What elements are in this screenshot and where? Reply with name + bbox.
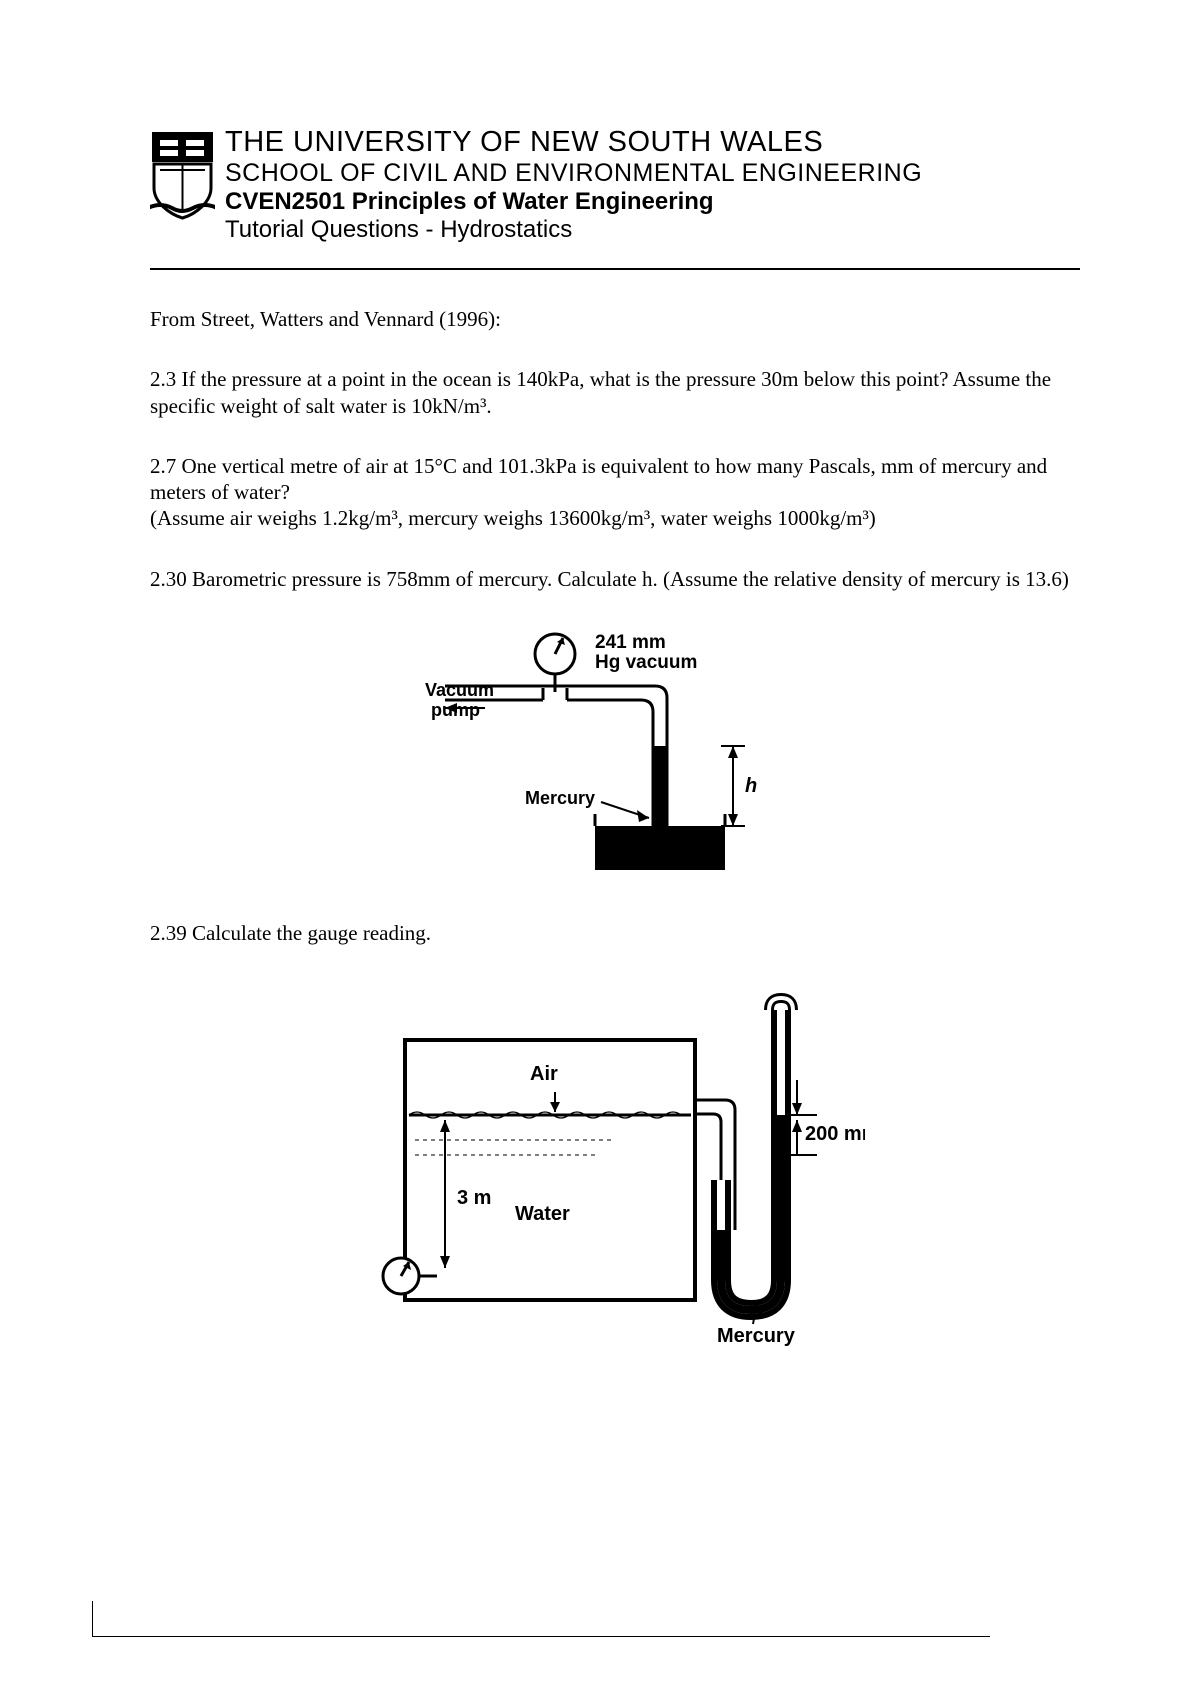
question-2-7-line2: (Assume air weighs 1.2kg/m³, mercury wei… <box>150 506 876 530</box>
title-stack: THE UNIVERSITY OF NEW SOUTH WALES SCHOOL… <box>225 126 922 244</box>
header-divider <box>150 268 1080 270</box>
university-title: THE UNIVERSITY OF NEW SOUTH WALES <box>225 126 922 159</box>
university-logo-icon <box>150 130 215 220</box>
question-2-3: 2.3 If the pressure at a point in the oc… <box>150 366 1080 419</box>
course-title: CVEN2501 Principles of Water Engineering <box>225 188 922 216</box>
fig230-pump1: Vacuum <box>425 680 494 700</box>
tutorial-title: Tutorial Questions - Hydrostatics <box>225 216 922 244</box>
fig230-h: h <box>745 775 757 797</box>
question-2-7-line1: 2.7 One vertical metre of air at 15°C an… <box>150 454 1047 504</box>
fig230-mercury: Mercury <box>525 788 595 808</box>
document-header: THE UNIVERSITY OF NEW SOUTH WALES SCHOOL… <box>150 130 1080 244</box>
figure-2-39: Air Water 3 m <box>150 980 1080 1350</box>
fig239-mercury: Mercury <box>717 1325 796 1347</box>
figure-2-30: 241 mm Hg vacuum Vacuum pump <box>150 626 1080 886</box>
fig230-pump2: pump <box>431 700 480 720</box>
fig239-depth: 3 m <box>457 1187 491 1209</box>
source-citation: From Street, Watters and Vennard (1996): <box>150 306 1080 332</box>
page-footer-line <box>92 1636 990 1637</box>
question-2-39: 2.39 Calculate the gauge reading. <box>150 920 1080 946</box>
school-title: SCHOOL OF CIVIL AND ENVIRONMENTAL ENGINE… <box>225 159 922 188</box>
fig230-unit: Hg vacuum <box>595 652 697 673</box>
question-2-7: 2.7 One vertical metre of air at 15°C an… <box>150 453 1080 532</box>
question-2-30: 2.30 Barometric pressure is 758mm of mer… <box>150 566 1080 592</box>
page-footer-tick <box>92 1601 93 1637</box>
body-content: From Street, Watters and Vennard (1996):… <box>150 306 1080 1350</box>
fig239-hgrise: 200 mm <box>805 1123 865 1145</box>
fig239-water: Water <box>515 1203 570 1225</box>
fig239-air: Air <box>530 1063 558 1085</box>
page: THE UNIVERSITY OF NEW SOUTH WALES SCHOOL… <box>0 0 1200 1697</box>
fig230-value: 241 mm <box>595 632 666 653</box>
